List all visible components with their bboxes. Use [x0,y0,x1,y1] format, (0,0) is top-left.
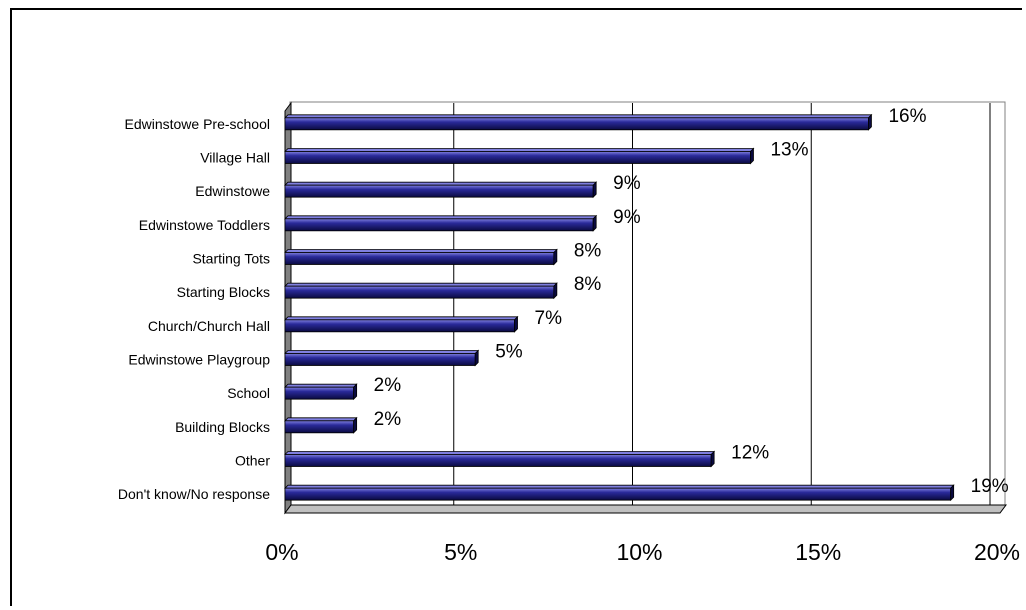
value-label: 8% [574,241,602,262]
bar-top-face [284,451,716,455]
value-label: 7% [535,308,563,329]
bar-front-face [284,487,952,501]
bar-front-face [284,151,751,164]
category-label: Edwinstowe Playgroup [128,352,270,368]
value-label: 2% [374,375,402,396]
bar-end-face [353,383,358,401]
bar-front-face [284,184,594,198]
bar-front-face [284,319,515,333]
category-label: Village Hall [200,150,270,166]
bar-end-face [750,147,754,165]
bar-front-face [284,252,555,265]
bars [284,113,955,502]
plot-floor [284,504,1007,514]
value-labels: 16% 13% 9% 9% 8% 8% 7% 5% 2% 2% 12% 19% [374,106,1009,497]
bar-top-face [284,282,558,287]
bar-top-face [284,350,480,354]
category-label: School [227,385,270,401]
category-label: Church/Church Hall [148,318,270,334]
category-label: Edwinstowe Toddlers [139,217,270,233]
plot-back-wall [289,101,1006,507]
value-label: 9% [613,173,641,194]
category-label: Edwinstowe Pre-school [124,116,270,132]
bar-top-face [284,249,558,253]
bar-end-face [474,349,479,367]
bar [284,147,755,165]
value-label: 9% [613,207,641,228]
value-label: 13% [770,140,808,161]
plot-walls [284,101,1007,515]
bar-top-face [284,383,358,388]
bar-front-face [284,420,355,434]
chart-frame [10,8,1022,606]
x-tick-label: 15% [795,539,841,565]
category-label: Starting Blocks [177,284,270,300]
bar-end-face [710,450,715,468]
bar-top-face [284,417,358,422]
bar [284,383,358,401]
bar-end-face [553,248,558,266]
value-label: 12% [731,443,769,464]
value-label: 8% [574,274,602,295]
bar-front-face [284,117,869,131]
x-tick-label: 20% [974,539,1020,565]
bar-front-face [284,218,594,232]
category-label: Don't know/No response [118,486,270,502]
x-tick-labels: 0% 5% 10% 15% 20% [265,539,1020,565]
gridlines [453,103,991,505]
bar [284,484,955,502]
bar-front-face [284,386,355,400]
bar [284,416,358,434]
bar-top-face [284,181,598,186]
x-tick-label: 10% [616,539,662,565]
bar-end-face [950,484,955,502]
bar-front-face [284,353,476,366]
x-tick-label: 5% [444,539,477,565]
bar-front-face [284,285,555,299]
x-tick-label: 0% [265,539,298,565]
category-labels: Edwinstowe Pre-school Village Hall Edwinst… [118,116,270,502]
bar [284,450,716,468]
value-label: 2% [374,409,402,430]
bar-front-face [284,454,712,467]
bar-end-face [868,113,872,131]
bar-top-face [284,215,598,220]
bar [284,113,873,131]
value-label: 5% [495,342,523,363]
value-label: 19% [971,476,1009,497]
bar [284,248,558,266]
category-label: Other [235,453,270,469]
bar [284,282,558,300]
bar [284,315,519,333]
bar-top-face [284,316,519,321]
category-label: Edwinstowe [195,183,270,199]
bar-end-face [592,214,597,232]
bar [284,181,598,199]
bar [284,349,480,367]
value-label: 16% [888,106,926,127]
bar-end-face [514,315,518,333]
bar-top-face [284,148,755,152]
category-label: Building Blocks [175,419,270,435]
bar-end-face [553,282,558,300]
bar [284,214,598,232]
bar-end-face [592,181,597,199]
bar-top-face [284,484,955,489]
bar-top-face [284,114,873,119]
bar-end-face [353,416,358,434]
category-label: Starting Tots [192,251,270,267]
